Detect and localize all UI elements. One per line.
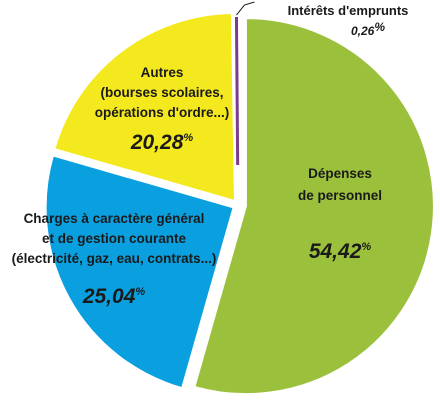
pie-slice-2: [53, 12, 236, 203]
slice-name-label-2-0: Autres: [141, 65, 184, 80]
slice-name-label-1-1: et de gestion courante: [42, 231, 187, 246]
slice-name-label-3-0: Intérêts d'emprunts: [288, 3, 409, 18]
slice-name-label-0-1: de personnel: [298, 188, 382, 203]
slice-value-label-1: 25,04%: [82, 285, 146, 308]
pie-slices: [44, 12, 435, 396]
slice-name-label-2-1: (bourses scolaires,: [100, 85, 223, 100]
slice-value-label-3: 0,26%: [351, 20, 385, 38]
callout-leader-line: [236, 1, 255, 16]
pie-slice-3: [234, 16, 240, 166]
slice-value-label-0: 54,42%: [309, 240, 372, 263]
slice-name-label-1-2: (électricité, gaz, eau, contrats...): [12, 251, 217, 266]
pie-slice-1: [44, 154, 235, 390]
pie-labels: Dépenses de personnel 54,42% Charges à cara…: [12, 1, 409, 308]
slice-name-label-1-0: Charges à caractère général: [24, 211, 205, 226]
slice-value-label-2: 20,28%: [130, 131, 194, 154]
pie-slice-0: [193, 17, 435, 396]
slice-name-label-2-2: opérations d'ordre...): [95, 105, 229, 120]
slice-name-label-0-0: Dépenses: [308, 166, 372, 181]
